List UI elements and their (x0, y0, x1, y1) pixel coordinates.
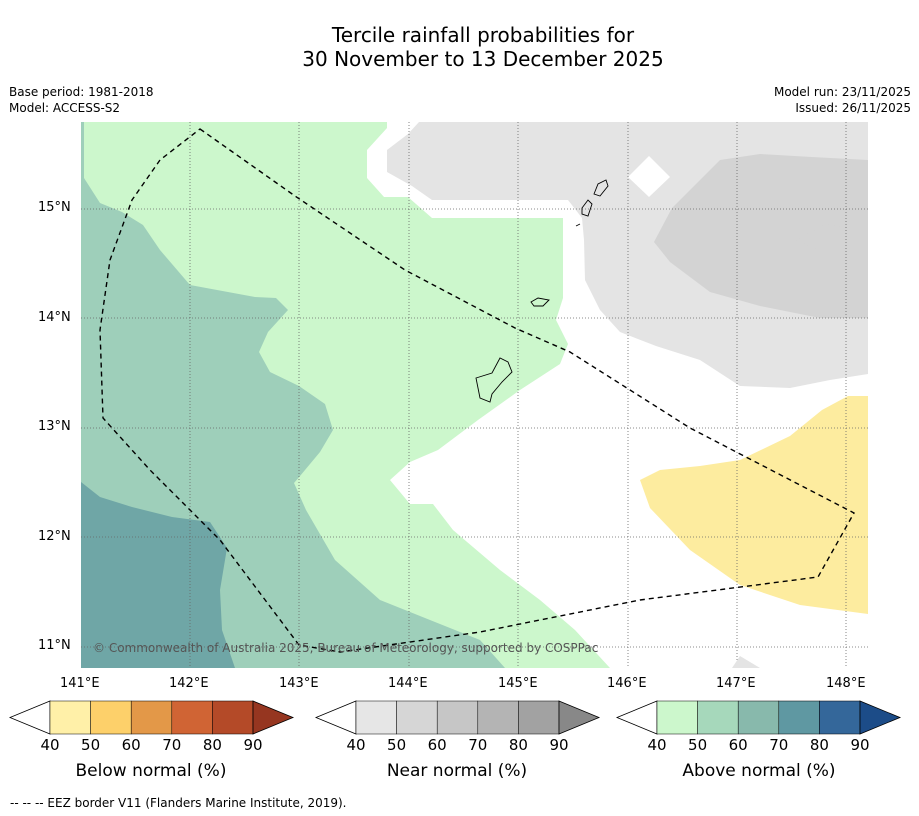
island-aguijan (575, 223, 581, 227)
colorbar-above-segment (656, 700, 698, 735)
colorbar-above-normal (615, 700, 902, 735)
colorbar-above-tick: 90 (850, 736, 870, 754)
colorbar-above-segment (819, 700, 861, 735)
chart-title-line2: 30 November to 13 December 2025 (302, 47, 664, 71)
colorbar-below-segment (130, 700, 173, 735)
copyright-notice: © Commonwealth of Australia 2025, Bureau… (93, 641, 599, 655)
lat-label-14: 14°N (38, 310, 71, 325)
colorbar-near-tick: 50 (387, 736, 407, 754)
island-outlines (475, 179, 609, 403)
colorbar-below-normal (8, 700, 295, 735)
lat-label-15: 15°N (38, 200, 71, 215)
lat-label-11: 11°N (38, 638, 71, 653)
colorbar-near-tick: 90 (549, 736, 569, 754)
colorbar-below-segment (171, 700, 213, 735)
near-normal-fleck (732, 656, 760, 668)
model-run: Model run: 23/11/2025 (773, 85, 911, 99)
colorbar-near-tick: 70 (468, 736, 488, 754)
colorbar-near-normal (314, 700, 601, 735)
colorbar-above-tick: 70 (769, 736, 789, 754)
lon-label-141: 141°E (60, 676, 100, 691)
chart-title-line1: Tercile rainfall probabilities for (331, 23, 635, 47)
above-normal-60-region (81, 482, 235, 668)
lon-label-148: 148°E (826, 676, 866, 691)
colorbar-above-segment (778, 700, 820, 735)
colorbar-near-segment (396, 700, 438, 735)
colorbar-above-min-arrow (615, 700, 658, 735)
colorbar-below-segment (49, 700, 91, 735)
colorbar-near-label: Near normal (%) (386, 761, 528, 781)
gridlines (81, 122, 868, 668)
colorbar-above-label: Above normal (%) (682, 761, 836, 781)
colorbar-near-segment (355, 700, 397, 735)
issued-date: Issued: 26/11/2025 (795, 101, 911, 115)
eez-footnote: -- -- -- EEZ border V11 (Flanders Marine… (10, 796, 347, 810)
lon-label-147: 147°E (716, 676, 756, 691)
colorbar-above-tick: 80 (809, 736, 829, 754)
colorbar-above-segment (697, 700, 739, 735)
lon-label-146: 146°E (607, 676, 647, 691)
colorbar-below-segment (90, 700, 132, 735)
colorbar-below-tick: 50 (81, 736, 101, 754)
colorbar-below-tick: 40 (40, 736, 60, 754)
colorbar-below-min-arrow (8, 700, 51, 735)
colorbar-below-max-arrow (252, 700, 295, 735)
colorbar-near-segment (436, 700, 479, 735)
colorbar-below-label: Below normal (%) (75, 761, 227, 781)
near-normal-50-region (654, 154, 868, 318)
colorbar-below-segment (212, 700, 254, 735)
island-rota (530, 297, 550, 307)
colorbar-near-tick: 40 (346, 736, 366, 754)
colorbar-above-segment (737, 700, 780, 735)
lat-label-13: 13°N (38, 419, 71, 434)
colorbar-near-tick: 80 (508, 736, 528, 754)
lon-label-144: 144°E (388, 676, 428, 691)
colorbar-above-tick: 60 (728, 736, 748, 754)
island-guam (475, 357, 513, 403)
lon-label-145: 145°E (498, 676, 538, 691)
colorbar-below-tick: 60 (121, 736, 141, 754)
island-tinian (581, 199, 593, 217)
colorbar-below-tick: 90 (243, 736, 263, 754)
lat-label-12: 12°N (38, 529, 71, 544)
colorbar-above-max-arrow (859, 700, 902, 735)
colorbar-above-tick: 50 (688, 736, 708, 754)
colorbar-near-tick: 60 (427, 736, 447, 754)
colorbar-near-max-arrow (558, 700, 601, 735)
lon-label-142: 142°E (169, 676, 209, 691)
near-normal-55-region (796, 224, 862, 250)
colorbar-near-segment (518, 700, 560, 735)
colorbar-below-tick: 80 (202, 736, 222, 754)
island-saipan (593, 179, 609, 197)
model-name: Model: ACCESS-S2 (9, 101, 121, 115)
colorbar-near-min-arrow (314, 700, 357, 735)
colorbar-above-tick: 40 (647, 736, 667, 754)
map-white-hole (628, 156, 670, 197)
below-normal-40-region (640, 396, 868, 614)
base-period: Base period: 1981-2018 (9, 85, 154, 99)
eez-border (99, 128, 855, 653)
colorbar-below-tick: 70 (162, 736, 182, 754)
lon-label-143: 143°E (279, 676, 319, 691)
colorbar-near-segment (477, 700, 519, 735)
